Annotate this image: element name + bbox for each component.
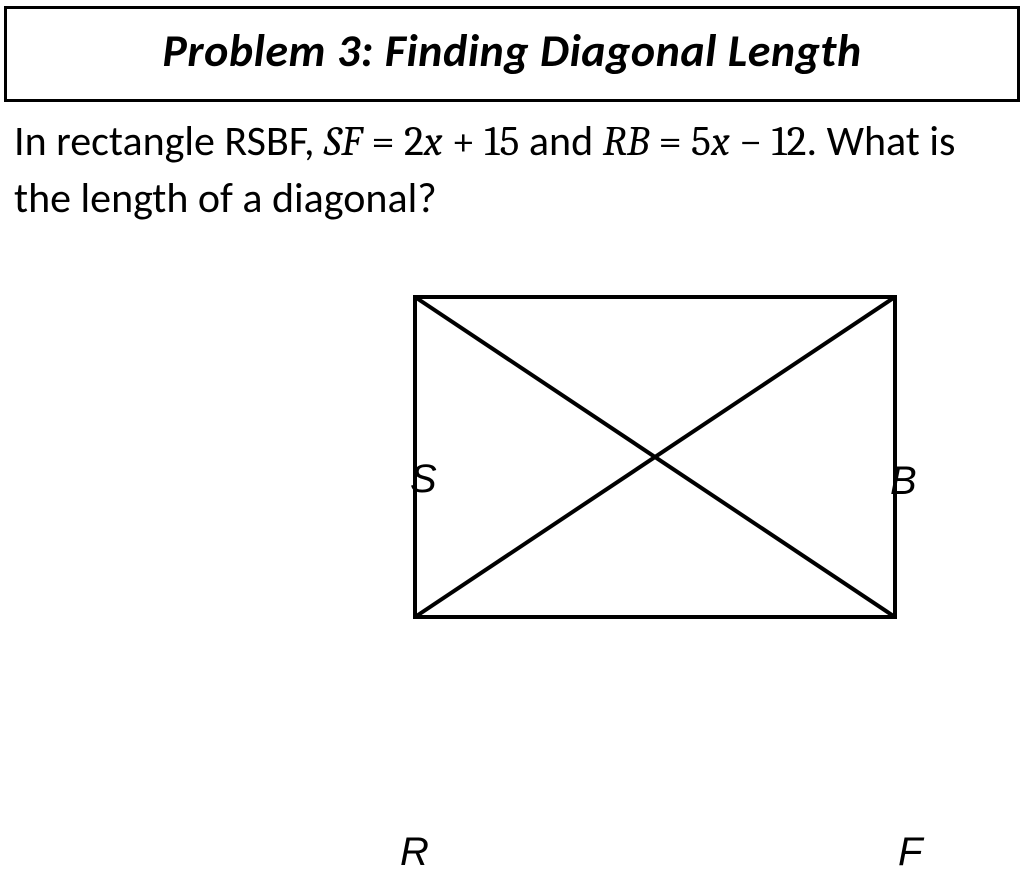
problem-title: Problem 3: Finding Diagonal Length [17, 23, 1007, 79]
text-intro: In rectangle RSBF, [14, 116, 324, 167]
vertex-r-label: R [400, 830, 429, 875]
eq1-equals: = [362, 117, 404, 166]
eq2-equals: = [649, 117, 691, 166]
vertex-f-label: F [898, 830, 922, 875]
vertex-s-label: S [410, 457, 437, 502]
diagram-container: S B R F [0, 227, 1024, 747]
eq1-rhs: 2x + 15 [404, 117, 519, 166]
rectangle-diagram [365, 237, 965, 677]
title-container: Problem 3: Finding Diagonal Length [4, 6, 1020, 102]
eq2-lhs: RB [603, 117, 650, 166]
vertex-b-label: B [890, 459, 917, 504]
text-connector: and [519, 116, 602, 167]
eq1-lhs: SF [324, 117, 362, 166]
problem-statement: In rectangle RSBF, SF = 2x + 15 and RB =… [14, 114, 1014, 227]
eq2-rhs: 5x − 12 [691, 117, 806, 166]
text-period: . [807, 116, 827, 167]
